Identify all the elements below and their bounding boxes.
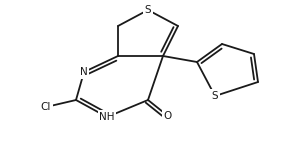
Text: O: O [164, 111, 172, 121]
Text: S: S [145, 5, 151, 15]
Text: S: S [212, 91, 218, 101]
Text: Cl: Cl [41, 102, 51, 112]
Text: N: N [80, 67, 88, 77]
Text: NH: NH [99, 112, 115, 122]
